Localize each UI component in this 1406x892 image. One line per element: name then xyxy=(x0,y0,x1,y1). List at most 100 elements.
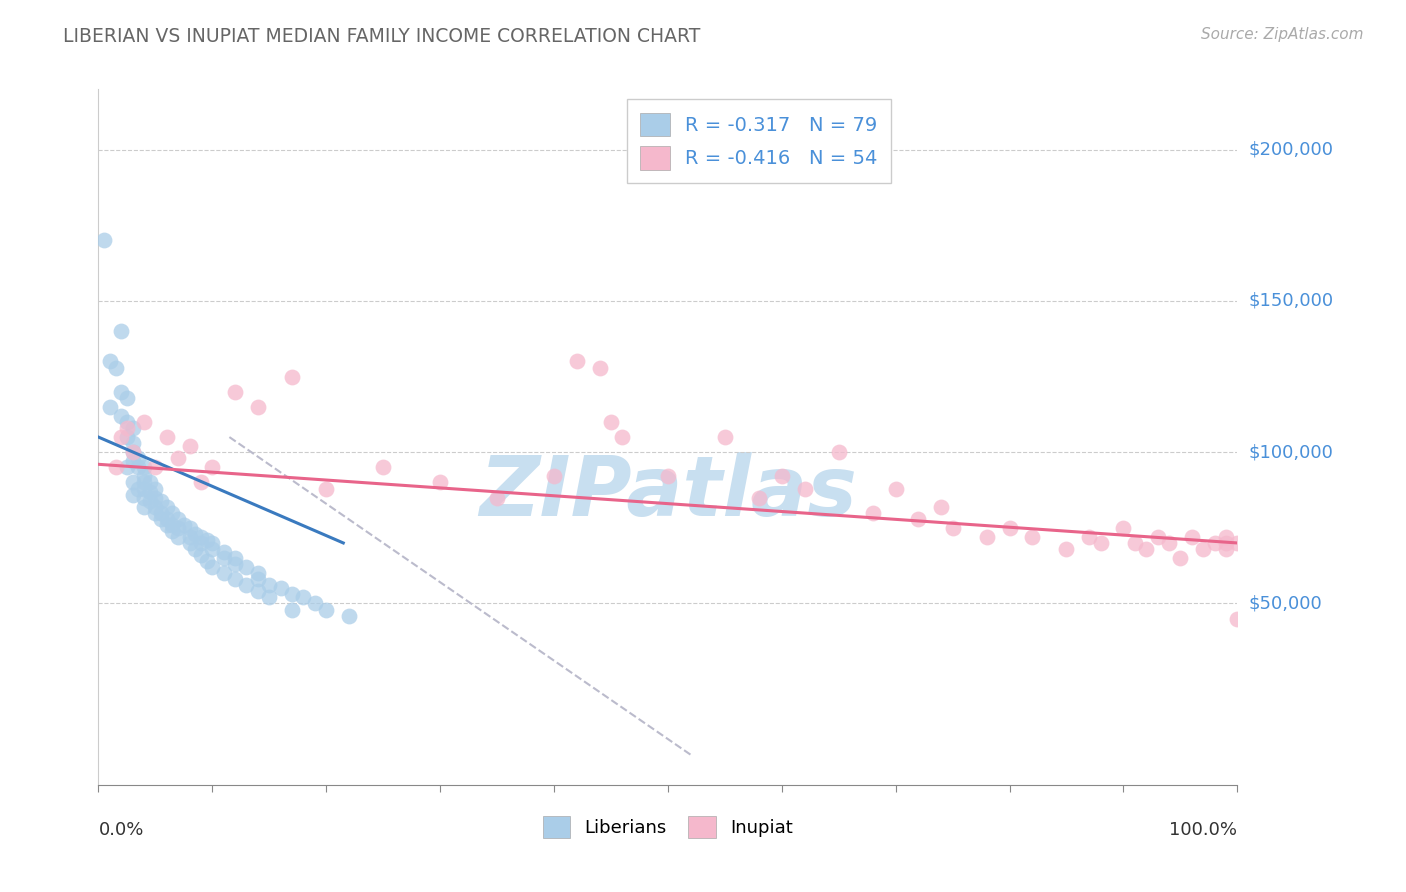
Point xyxy=(748,491,770,505)
Point xyxy=(543,469,565,483)
Point xyxy=(167,521,190,535)
Text: 100.0%: 100.0% xyxy=(1170,822,1237,839)
Point xyxy=(132,491,155,505)
Point xyxy=(145,460,167,475)
Point xyxy=(179,530,201,544)
Point xyxy=(486,491,509,505)
Point xyxy=(612,430,634,444)
Point xyxy=(862,506,884,520)
Point xyxy=(127,460,149,475)
Point xyxy=(98,354,121,368)
Text: $50,000: $50,000 xyxy=(1249,594,1322,613)
Point xyxy=(929,500,952,514)
Point xyxy=(714,430,737,444)
Point xyxy=(104,360,127,375)
Point xyxy=(184,527,207,541)
Point xyxy=(156,512,179,526)
Point xyxy=(150,506,173,520)
Point xyxy=(167,451,190,466)
Point xyxy=(132,482,155,496)
Text: LIBERIAN VS INUPIAT MEDIAN FAMILY INCOME CORRELATION CHART: LIBERIAN VS INUPIAT MEDIAN FAMILY INCOME… xyxy=(63,27,700,45)
Point xyxy=(190,536,212,550)
Point xyxy=(127,482,149,496)
Point xyxy=(1090,536,1112,550)
Point xyxy=(115,415,138,429)
Point xyxy=(246,566,269,581)
Point xyxy=(179,536,201,550)
Point xyxy=(942,521,965,535)
Point xyxy=(138,475,160,490)
Point xyxy=(212,566,235,581)
Point xyxy=(907,512,929,526)
Point xyxy=(770,469,793,483)
Point xyxy=(190,530,212,544)
Point xyxy=(337,608,360,623)
Point xyxy=(371,460,394,475)
Point xyxy=(162,517,184,532)
Point xyxy=(315,602,337,616)
Point xyxy=(121,475,143,490)
Point xyxy=(793,482,815,496)
Point xyxy=(145,500,167,514)
Point xyxy=(115,430,138,444)
Point xyxy=(145,506,167,520)
Point xyxy=(132,415,155,429)
Point xyxy=(224,384,246,399)
Point xyxy=(98,400,121,414)
Point xyxy=(281,587,304,601)
Point xyxy=(179,439,201,453)
Text: $100,000: $100,000 xyxy=(1249,443,1333,461)
Point xyxy=(281,602,304,616)
Point xyxy=(588,360,610,375)
Point xyxy=(212,545,235,559)
Point xyxy=(173,517,195,532)
Point xyxy=(212,551,235,566)
Point xyxy=(600,415,623,429)
Point xyxy=(110,430,132,444)
Point xyxy=(121,436,143,450)
Point xyxy=(150,512,173,526)
Point xyxy=(1181,530,1204,544)
Point xyxy=(1215,530,1237,544)
Point xyxy=(246,584,269,599)
Point xyxy=(259,591,281,605)
Point xyxy=(121,487,143,501)
Point xyxy=(201,536,224,550)
Point xyxy=(828,445,851,459)
Point xyxy=(246,572,269,586)
Point xyxy=(259,578,281,592)
Point xyxy=(110,384,132,399)
Point xyxy=(162,524,184,538)
Point xyxy=(156,500,179,514)
Text: $200,000: $200,000 xyxy=(1249,141,1333,159)
Point xyxy=(1192,541,1215,556)
Text: 0.0%: 0.0% xyxy=(98,822,143,839)
Point xyxy=(121,421,143,435)
Point xyxy=(224,551,246,566)
Point xyxy=(179,521,201,535)
Point xyxy=(115,421,138,435)
Point xyxy=(115,460,138,475)
Point xyxy=(224,557,246,571)
Point xyxy=(93,234,115,248)
Point xyxy=(1021,530,1043,544)
Point xyxy=(195,533,218,547)
Point xyxy=(270,582,292,596)
Point xyxy=(121,454,143,468)
Point xyxy=(281,369,304,384)
Point xyxy=(184,541,207,556)
Point xyxy=(190,548,212,562)
Point xyxy=(110,409,132,423)
Point xyxy=(115,391,138,405)
Point xyxy=(1078,530,1101,544)
Point xyxy=(190,475,212,490)
Point xyxy=(235,578,257,592)
Legend: Liberians, Inupiat: Liberians, Inupiat xyxy=(536,809,800,846)
Point xyxy=(429,475,451,490)
Point xyxy=(162,506,184,520)
Point xyxy=(145,491,167,505)
Point xyxy=(1170,551,1192,566)
Point xyxy=(201,541,224,556)
Point xyxy=(167,512,190,526)
Point xyxy=(1146,530,1168,544)
